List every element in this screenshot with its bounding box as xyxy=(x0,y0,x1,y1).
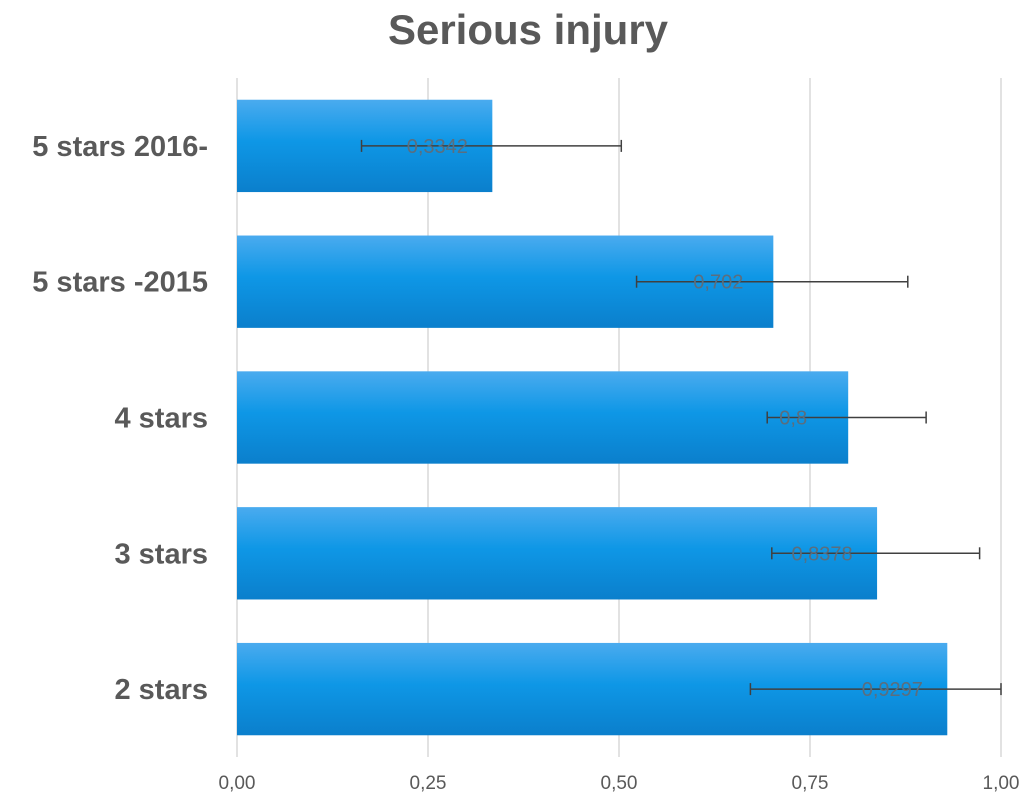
x-tick-label: 0,00 xyxy=(219,773,256,794)
data-label: 0,9297 xyxy=(862,679,923,701)
x-tick-label: 0,75 xyxy=(792,773,829,794)
data-label: 0,702 xyxy=(693,272,743,294)
category-label: 2 stars xyxy=(114,674,208,706)
x-tick-label: 1,00 xyxy=(983,773,1020,794)
bar xyxy=(237,507,878,600)
category-label: 3 stars xyxy=(114,538,208,570)
data-label: 0,8378 xyxy=(791,543,852,565)
data-label: 0,3342 xyxy=(407,136,468,158)
category-label: 5 stars -2015 xyxy=(32,267,208,299)
x-tick-label: 0,25 xyxy=(410,773,447,794)
error-bars xyxy=(360,139,1002,696)
x-tick-label: 0,50 xyxy=(601,773,638,794)
chart-title: Serious injury xyxy=(388,6,669,53)
value-axis: 0,00 0,25 0,50 0,75 1,00 xyxy=(219,773,1020,794)
bars xyxy=(237,99,948,736)
data-labels: 0,3342 0,702 0,8 0,8378 0,9297 xyxy=(407,136,923,701)
data-label: 0,8 xyxy=(779,408,807,430)
category-label: 5 stars 2016- xyxy=(32,131,208,163)
category-label: 4 stars xyxy=(114,403,208,435)
category-axis: 5 stars 2016- 5 stars -2015 4 stars 3 stars… xyxy=(32,131,208,706)
bar xyxy=(237,371,849,464)
